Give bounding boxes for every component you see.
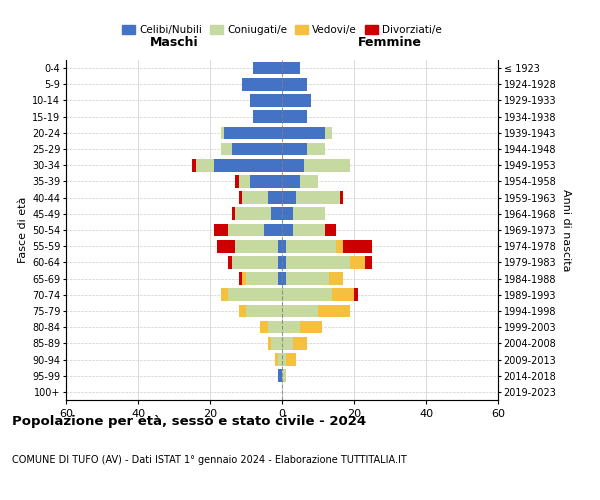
Bar: [282, 142, 307, 156]
Bar: [343, 240, 372, 252]
Bar: [282, 78, 307, 90]
Bar: [250, 94, 282, 107]
Bar: [232, 142, 282, 156]
Bar: [350, 256, 365, 268]
Bar: [196, 159, 214, 172]
Bar: [354, 288, 358, 301]
Bar: [332, 288, 354, 301]
Bar: [232, 208, 235, 220]
Bar: [282, 321, 300, 334]
Bar: [286, 240, 336, 252]
Bar: [239, 304, 246, 318]
Bar: [282, 192, 296, 204]
Bar: [286, 353, 296, 366]
Bar: [325, 224, 336, 236]
Bar: [282, 256, 286, 268]
Bar: [282, 94, 311, 107]
Bar: [307, 142, 325, 156]
Bar: [365, 256, 372, 268]
Bar: [264, 224, 282, 236]
Bar: [325, 126, 332, 139]
Bar: [300, 321, 322, 334]
Bar: [278, 370, 282, 382]
Bar: [246, 304, 282, 318]
Bar: [224, 126, 282, 139]
Y-axis label: Anni di nascita: Anni di nascita: [560, 188, 571, 271]
Bar: [304, 159, 350, 172]
Bar: [228, 256, 232, 268]
Bar: [286, 256, 350, 268]
Bar: [260, 321, 268, 334]
Bar: [282, 110, 307, 123]
Bar: [228, 288, 282, 301]
Bar: [340, 192, 343, 204]
Bar: [250, 175, 282, 188]
Bar: [235, 240, 278, 252]
Bar: [278, 353, 282, 366]
Bar: [235, 208, 271, 220]
Bar: [286, 272, 329, 285]
Bar: [318, 304, 350, 318]
Bar: [232, 256, 278, 268]
Bar: [278, 256, 282, 268]
Bar: [246, 272, 278, 285]
Bar: [214, 159, 282, 172]
Bar: [278, 240, 282, 252]
Legend: Celibi/Nubili, Coniugati/e, Vedovi/e, Divorziati/e: Celibi/Nubili, Coniugati/e, Vedovi/e, Di…: [118, 21, 446, 40]
Bar: [282, 288, 332, 301]
Bar: [242, 272, 246, 285]
Bar: [275, 353, 278, 366]
Y-axis label: Fasce di età: Fasce di età: [18, 197, 28, 263]
Bar: [282, 159, 304, 172]
Text: Maschi: Maschi: [149, 36, 199, 49]
Bar: [282, 208, 293, 220]
Bar: [293, 224, 325, 236]
Bar: [268, 337, 271, 349]
Bar: [282, 272, 286, 285]
Bar: [282, 304, 318, 318]
Bar: [336, 240, 343, 252]
Bar: [242, 192, 268, 204]
Bar: [296, 192, 340, 204]
Bar: [239, 272, 242, 285]
Bar: [239, 192, 242, 204]
Bar: [282, 126, 325, 139]
Bar: [282, 240, 286, 252]
Bar: [253, 62, 282, 74]
Bar: [282, 62, 300, 74]
Bar: [253, 110, 282, 123]
Bar: [300, 175, 318, 188]
Bar: [293, 208, 325, 220]
Bar: [271, 208, 282, 220]
Bar: [192, 159, 196, 172]
Bar: [228, 224, 264, 236]
Bar: [217, 240, 235, 252]
Bar: [268, 192, 282, 204]
Bar: [282, 353, 286, 366]
Bar: [278, 272, 282, 285]
Bar: [282, 337, 293, 349]
Text: Popolazione per età, sesso e stato civile - 2024: Popolazione per età, sesso e stato civil…: [12, 415, 366, 428]
Bar: [221, 126, 224, 139]
Bar: [221, 142, 232, 156]
Bar: [282, 370, 286, 382]
Bar: [242, 78, 282, 90]
Text: Femmine: Femmine: [358, 36, 422, 49]
Text: COMUNE DI TUFO (AV) - Dati ISTAT 1° gennaio 2024 - Elaborazione TUTTITALIA.IT: COMUNE DI TUFO (AV) - Dati ISTAT 1° genn…: [12, 455, 407, 465]
Bar: [271, 337, 282, 349]
Bar: [329, 272, 343, 285]
Bar: [221, 288, 228, 301]
Bar: [214, 224, 228, 236]
Bar: [293, 337, 307, 349]
Bar: [282, 175, 300, 188]
Bar: [235, 175, 239, 188]
Bar: [268, 321, 282, 334]
Bar: [282, 224, 293, 236]
Bar: [239, 175, 250, 188]
